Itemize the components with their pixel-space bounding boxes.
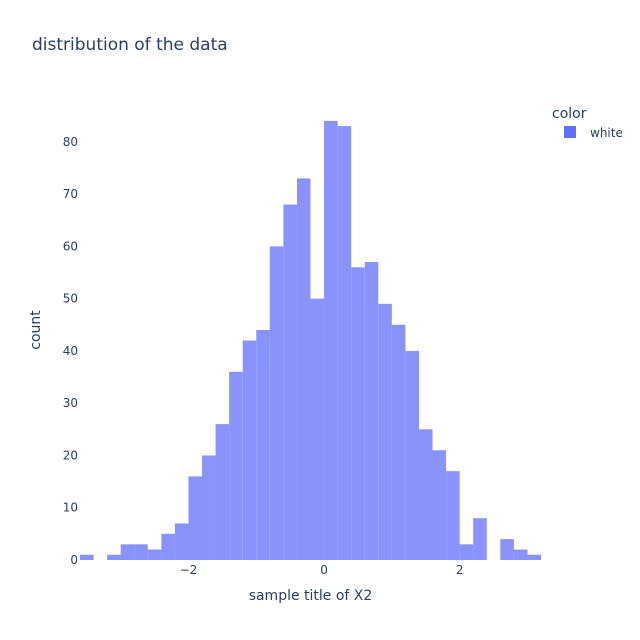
histogram-bar[interactable] — [202, 455, 216, 560]
histogram-bar[interactable] — [283, 204, 297, 560]
y-tick-label: 20 — [63, 448, 78, 462]
histogram-bar[interactable] — [134, 544, 148, 560]
legend-title: color — [552, 106, 587, 122]
histogram-bar[interactable] — [337, 126, 352, 561]
histogram-bar[interactable] — [256, 330, 270, 560]
histogram-bar[interactable] — [418, 429, 433, 560]
histogram-bar[interactable] — [473, 518, 487, 560]
histogram-bar[interactable] — [378, 303, 392, 560]
y-axis-title: count — [28, 310, 44, 350]
histogram-bar[interactable] — [215, 424, 230, 560]
x-tick-label: −2 — [180, 563, 198, 577]
histogram-bar[interactable] — [364, 262, 379, 560]
y-tick-labels: 0 10 20 30 40 50 60 70 80 — [63, 135, 78, 567]
histogram-bar[interactable] — [174, 523, 189, 560]
y-tick-label: 80 — [63, 135, 78, 149]
histogram-bar[interactable] — [120, 544, 135, 560]
x-tick-labels: −2 0 2 — [180, 563, 464, 577]
y-tick-label: 40 — [63, 344, 78, 358]
histogram-bar[interactable] — [500, 539, 514, 560]
y-tick-label: 70 — [63, 187, 78, 201]
y-tick-label: 30 — [63, 396, 78, 410]
histogram-bar[interactable] — [161, 533, 175, 560]
histogram-bar[interactable] — [324, 120, 338, 560]
histogram-bar[interactable] — [405, 350, 419, 560]
x-axis-title: sample title of X2 — [249, 588, 373, 604]
histogram-bar[interactable] — [527, 554, 541, 560]
bars-layer — [80, 120, 541, 561]
y-tick-label: 10 — [63, 501, 78, 515]
histogram-bar[interactable] — [391, 324, 406, 560]
legend-item-label[interactable]: white — [590, 126, 623, 140]
legend[interactable]: color white — [552, 106, 623, 140]
histogram-bar[interactable] — [242, 340, 257, 560]
histogram-bar[interactable] — [80, 554, 94, 560]
histogram-bar[interactable] — [107, 554, 121, 560]
y-tick-label: 0 — [70, 553, 78, 567]
x-tick-label: 2 — [456, 563, 464, 577]
histogram-bar[interactable] — [188, 476, 203, 560]
histogram-bar[interactable] — [432, 450, 447, 560]
histogram-bar[interactable] — [310, 298, 325, 560]
chart-title: distribution of the data — [32, 35, 228, 55]
y-tick-label: 50 — [63, 292, 78, 306]
histogram-bar[interactable] — [269, 246, 284, 560]
histogram-bar[interactable] — [513, 549, 528, 560]
histogram-bar[interactable] — [296, 178, 311, 560]
y-tick-label: 60 — [63, 239, 78, 253]
x-tick-label: 0 — [320, 563, 328, 577]
histogram-bar[interactable] — [351, 267, 365, 560]
histogram-bar[interactable] — [147, 549, 162, 560]
histogram-bar[interactable] — [459, 544, 474, 560]
legend-swatch[interactable] — [564, 126, 576, 138]
histogram-bar[interactable] — [229, 371, 243, 560]
histogram-bar[interactable] — [446, 471, 460, 560]
